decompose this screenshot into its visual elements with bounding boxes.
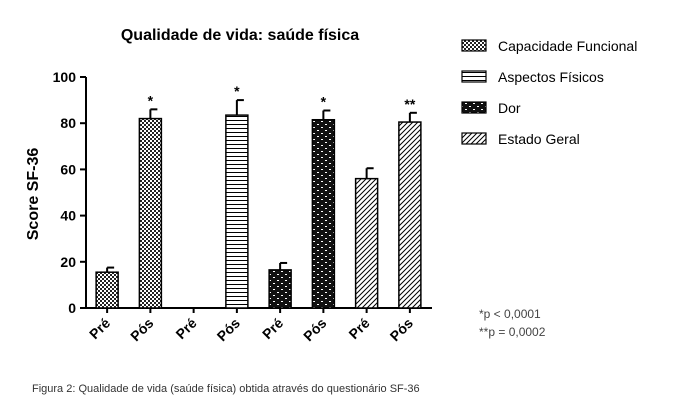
figure-caption: Figura 2: Qualidade de vida (saúde físic… bbox=[32, 383, 420, 395]
legend-swatch bbox=[461, 70, 487, 83]
bars: *** ** bbox=[95, 83, 422, 309]
significance-note-2: **p = 0,0002 bbox=[479, 325, 546, 339]
legend-label: Aspectos Físicos bbox=[498, 69, 604, 85]
legend-swatch bbox=[461, 39, 487, 52]
y-tick-label: 0 bbox=[68, 300, 76, 316]
legend: Capacidade Funcional Aspectos Físicos Dor E… bbox=[461, 38, 637, 147]
y-tick-label: 80 bbox=[60, 115, 76, 131]
x-tick-label: Pós bbox=[127, 315, 157, 345]
significance-note-1: *p < 0,0001 bbox=[479, 307, 541, 321]
bar bbox=[268, 269, 292, 309]
y-tick-label: 20 bbox=[60, 254, 76, 270]
x-tick-label: Pós bbox=[387, 315, 417, 345]
legend-swatch bbox=[461, 101, 487, 114]
significance-marker: * bbox=[148, 92, 154, 108]
y-tick-label: 100 bbox=[53, 69, 77, 85]
significance-marker: * bbox=[234, 83, 240, 99]
legend-label: Estado Geral bbox=[498, 131, 580, 147]
x-tick-label: Pré bbox=[345, 315, 372, 342]
x-tick-label: Pós bbox=[300, 315, 330, 345]
legend-label: Dor bbox=[498, 100, 521, 116]
y-tick-label: 40 bbox=[60, 208, 76, 224]
significance-marker: * bbox=[321, 93, 327, 109]
x-tick-label: Pré bbox=[86, 315, 113, 342]
bar bbox=[138, 117, 163, 309]
bar bbox=[311, 118, 336, 309]
chart-title: Qualidade de vida: saúde física bbox=[121, 27, 359, 44]
y-tick-label: 60 bbox=[60, 161, 76, 177]
bar bbox=[354, 177, 379, 309]
significance-marker: ** bbox=[404, 96, 415, 112]
x-tick-label: Pré bbox=[172, 315, 199, 342]
bar bbox=[95, 271, 119, 309]
x-tick-label: Pós bbox=[214, 315, 244, 345]
bar bbox=[398, 121, 422, 309]
legend-label: Capacidade Funcional bbox=[498, 38, 637, 54]
legend-swatch bbox=[461, 132, 487, 145]
y-axis-label: Score SF-36 bbox=[25, 148, 42, 241]
x-tick-label: Pré bbox=[259, 315, 286, 342]
bar bbox=[225, 114, 249, 309]
x-tick-labels: Pré Pós Pré Pós Pré Pós Pré Pós bbox=[86, 308, 416, 344]
